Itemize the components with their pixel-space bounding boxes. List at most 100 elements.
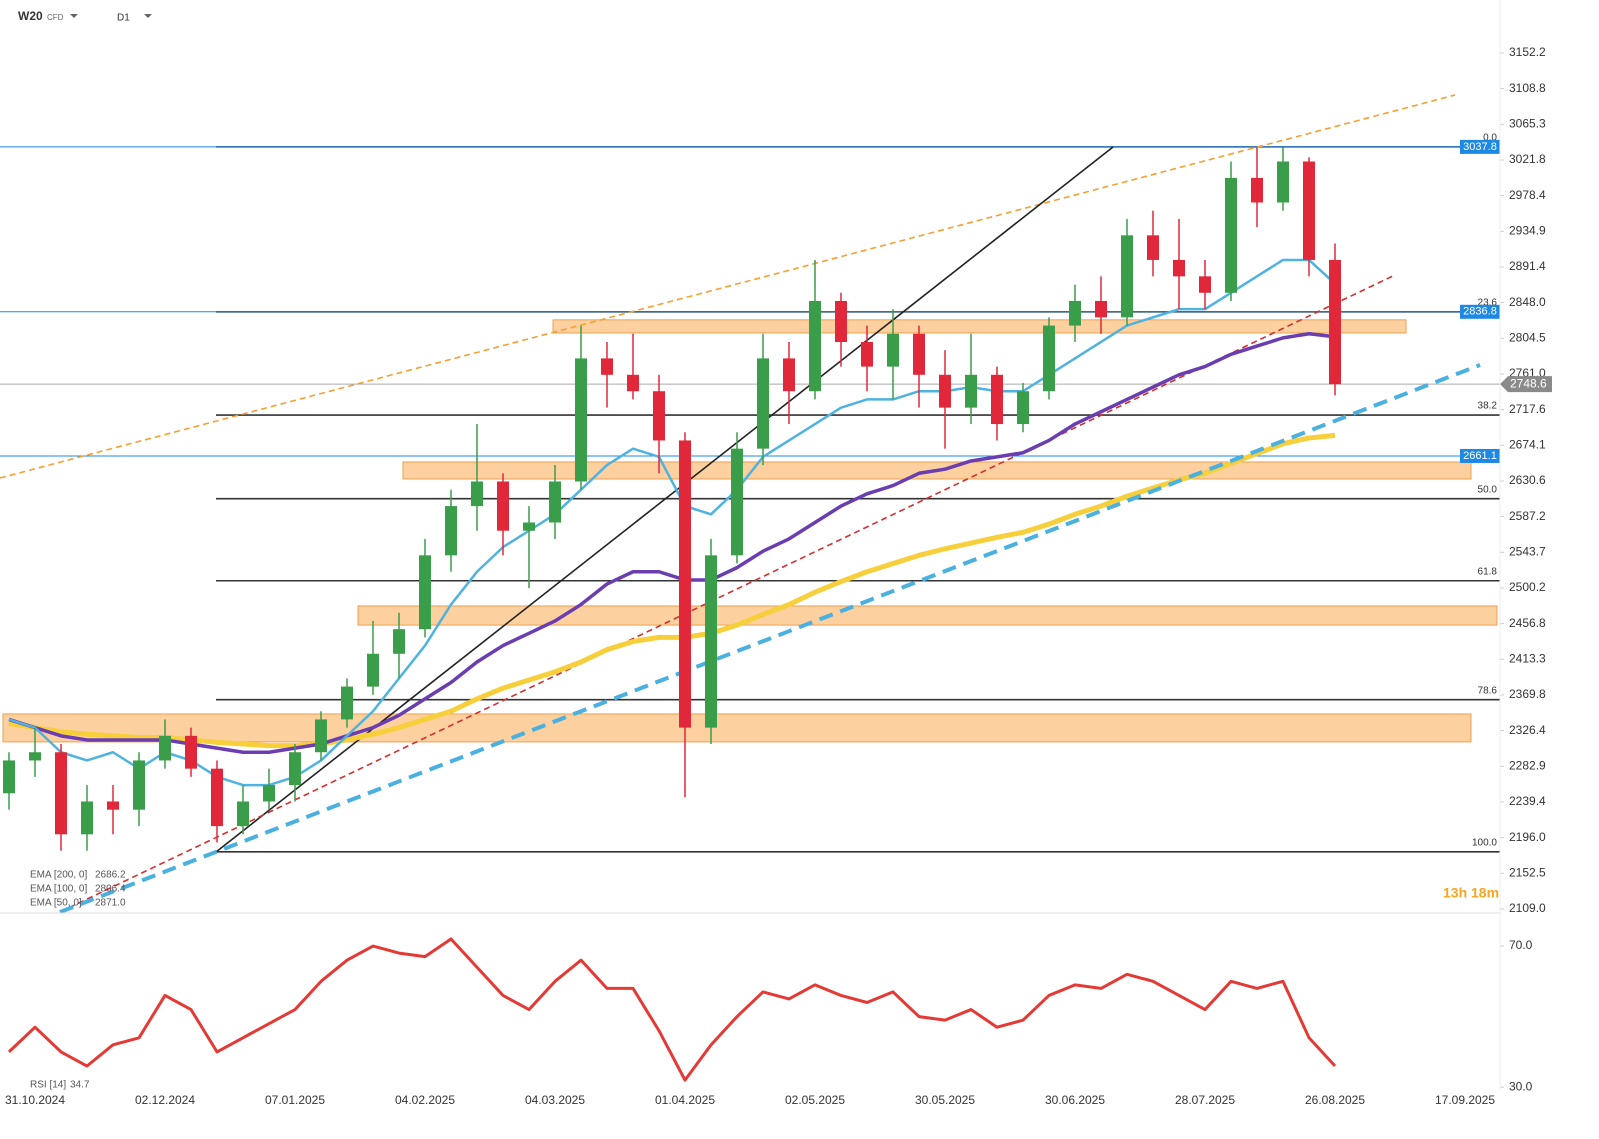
candle-body [835,300,847,342]
candle-body [1147,235,1159,260]
candle-body [731,448,743,556]
candle-body [939,374,951,408]
rsi-legend-name: RSI [14] [30,1080,66,1091]
x-tick-label: 01.04.2025 [655,1093,715,1107]
price-badge-label: 2836.8 [1463,306,1497,318]
interval[interactable]: D1 [117,13,130,24]
x-tick-label: 28.07.2025 [1175,1093,1235,1107]
candles [3,147,1341,851]
candle-body [1329,259,1341,385]
y-tick-label: 2239.4 [1509,794,1546,808]
x-tick-label: 31.10.2024 [5,1093,65,1107]
ema-line [8,432,1336,749]
last-price-label: 2748.6 [1510,376,1547,390]
y-tick-label: 2717.6 [1509,402,1546,416]
candle-body [341,686,353,720]
candle-body [263,785,275,802]
y-tick-label: 2934.9 [1509,223,1546,237]
fib-label: 0.0 [1483,133,1497,144]
candle-body [1043,325,1055,392]
dropdown-arrow[interactable] [70,14,78,18]
candle-body [705,555,717,728]
candle-body [211,768,223,827]
y-tick-label: 2804.5 [1509,330,1546,344]
candle-body [653,391,665,441]
candle-body [1121,235,1133,318]
ema-line [8,258,1336,787]
candle-body [991,374,1003,425]
y-tick-label: 3108.8 [1509,81,1546,95]
legend-value: 2871.0 [95,898,126,909]
fib-label: 61.8 [1478,566,1498,577]
y-tick-label: 3065.3 [1509,116,1546,130]
timer: 13h 18m [1443,885,1499,901]
y-tick-label: 2630.6 [1509,473,1546,487]
price-badge-label: 2661.1 [1463,450,1497,462]
levels: 0.0 23.6 38.2 50.0 61.8 78.6 100.0 [0,133,1500,853]
price-badge [1460,304,1500,319]
candle-body [1017,391,1029,425]
zone [552,319,1407,334]
axes: 3152.2 3108.8 3065.3 3021.8 2978.4 2934.9 2891… [5,45,1552,1107]
dropdown-arrow[interactable] [144,14,152,18]
candle-body [575,358,587,482]
candle-body [289,752,301,786]
candle-body [29,752,41,761]
zone [2,713,1472,743]
candle-body [809,300,821,392]
ema-lines [8,258,1336,787]
x-tick-label: 07.01.2025 [265,1093,325,1107]
legend-value: 2686.2 [95,870,126,881]
price-badge [1460,448,1500,463]
candle-body [3,760,15,794]
y-tick-label: 2109.0 [1509,901,1546,915]
y-tick-label: 2978.4 [1509,188,1546,202]
y-tick-label: 2369.8 [1509,687,1546,701]
candle-body [523,522,535,531]
price-badge-label: 3037.8 [1463,141,1497,153]
candle-body [1173,259,1185,277]
candle-body [601,358,613,375]
candle-body [393,629,405,654]
zone [357,605,1498,626]
symbol-kind: CFD [47,13,64,22]
y-tick-label: 2543.7 [1509,544,1546,558]
candle-body [419,555,431,630]
candle-body [861,341,873,367]
candle-body [887,333,899,367]
y-tick-label: 3021.8 [1509,152,1546,166]
candle-body [55,752,67,835]
candle-body [1069,300,1081,326]
symbol[interactable]: W20 [18,9,43,23]
y-tick-label: 2500.2 [1509,580,1546,594]
candle-body [965,374,977,408]
candle-body [367,653,379,687]
y-tick-label: 2152.5 [1509,865,1546,879]
candle-body [81,801,93,835]
trendline [0,94,1456,479]
y-tick-label: 2326.4 [1509,723,1546,737]
y-tick-label: 3152.2 [1509,45,1546,59]
y-tick-label: 2891.4 [1509,259,1546,273]
x-tick-label: 17.09.2025 [1435,1093,1495,1107]
x-tick-label: 04.02.2025 [395,1093,455,1107]
rsi-tick-label: 70.0 [1509,938,1533,952]
rsi-legend-value: 34.7 [70,1080,90,1091]
rsi-line [7,937,1337,1082]
legend-value: 2806.4 [95,884,126,895]
x-tick-label: 02.12.2024 [135,1093,195,1107]
y-tick-label: 2674.1 [1509,437,1546,451]
candle-body [1277,161,1289,203]
candle-body [497,481,509,531]
fib-label: 78.6 [1478,685,1498,696]
x-tick-label: 04.03.2025 [525,1093,585,1107]
trendline [59,274,1396,913]
candle-body [1199,276,1211,293]
candle-body [185,735,197,769]
candle-body [627,374,639,392]
fib-label: 100.0 [1472,837,1497,848]
x-tick-label: 30.05.2025 [915,1093,975,1107]
trendline [59,363,1481,914]
candle-body [107,801,119,810]
